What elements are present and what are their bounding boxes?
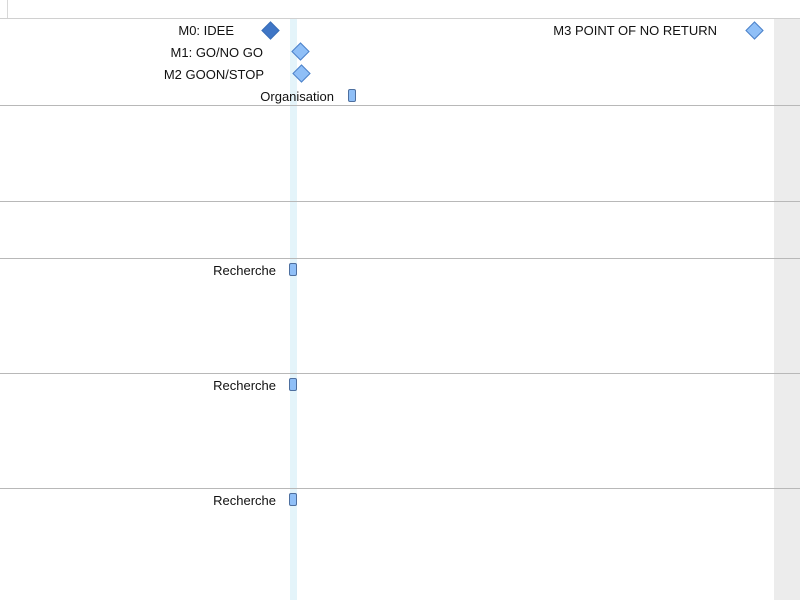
timeline-header — [0, 0, 800, 19]
milestone-diamond-m0[interactable] — [261, 21, 280, 40]
milestone-label-m1: M1: GO/NO GO — [170, 45, 263, 60]
task-label-organisation: Organisation — [260, 89, 334, 104]
task-label-recherche-2: Recherche — [213, 378, 276, 393]
header-tick — [7, 0, 8, 18]
task-bar-recherche-1[interactable] — [289, 263, 297, 276]
today-line — [290, 19, 297, 600]
milestone-label-m0: M0: IDEE — [178, 23, 234, 38]
task-bar-recherche-2[interactable] — [289, 378, 297, 391]
row-divider — [0, 488, 800, 489]
task-label-recherche-1: Recherche — [213, 263, 276, 278]
milestone-label-m3: M3 POINT OF NO RETURN — [553, 23, 717, 38]
row-divider — [0, 201, 800, 202]
row-divider — [0, 373, 800, 374]
row-divider — [0, 105, 800, 106]
task-bar-organisation[interactable] — [348, 89, 356, 102]
milestone-label-m2: M2 GOON/STOP — [163, 67, 264, 82]
nonworking-shade — [774, 19, 800, 600]
task-label-recherche-3: Recherche — [213, 493, 276, 508]
row-divider — [0, 258, 800, 259]
task-bar-recherche-3[interactable] — [289, 493, 297, 506]
milestone-diamond-m3[interactable] — [745, 21, 764, 40]
